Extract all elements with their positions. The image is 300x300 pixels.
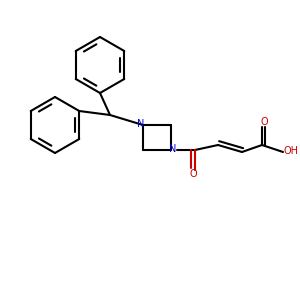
Text: O: O xyxy=(260,117,268,127)
Text: N: N xyxy=(169,144,177,154)
Text: O: O xyxy=(189,169,197,179)
Text: N: N xyxy=(137,119,145,129)
Text: OH: OH xyxy=(284,146,298,156)
